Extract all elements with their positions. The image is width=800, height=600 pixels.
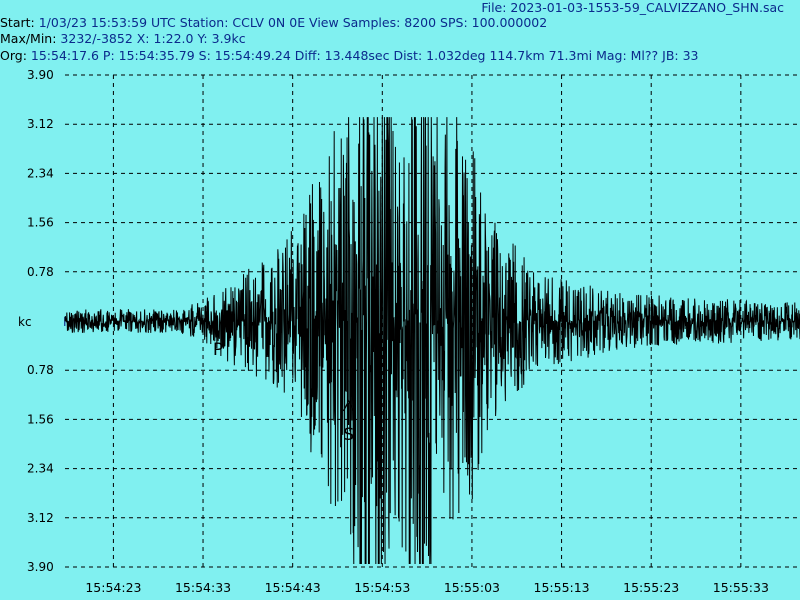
origin-info-line: Org: 15:54:17.6 P: 15:54:35.79 S: 15:54:… <box>0 48 699 64</box>
maxmin-info-value: 3232/-3852 X: 1:22.0 Y: 3.9kc <box>60 31 246 46</box>
pick-label: P <box>213 340 223 360</box>
x-tick-label: 15:55:13 <box>534 580 590 595</box>
origin-info-value: 15:54:17.6 P: 15:54:35.79 S: 15:54:49.24… <box>30 48 699 63</box>
y-tick-label: 1.56 <box>27 216 54 230</box>
y-tick-label: 2.34 <box>27 166 54 180</box>
org-prefix: Org: <box>0 48 31 63</box>
waveform-trace <box>64 117 800 564</box>
y-tick-label: 3.90 <box>27 560 54 574</box>
y-tick-label: 0.78 <box>27 363 54 377</box>
y-unit-label: kc <box>18 315 32 329</box>
y-tick-label: 3.90 <box>27 68 54 82</box>
x-tick-label: 15:55:23 <box>623 580 679 595</box>
maxmin-prefix: Max/Min: <box>0 31 61 46</box>
pick-label: S <box>343 425 354 445</box>
y-tick-label: 3.12 <box>27 511 54 525</box>
x-tick-label: 15:54:43 <box>265 580 321 595</box>
x-tick-label: 15:55:03 <box>444 580 500 595</box>
start-info-line: Start: 1/03/23 15:53:59 UTC Station: CCL… <box>0 15 547 31</box>
start-info-value: 1/03/23 15:53:59 UTC Station: CCLV 0N 0E… <box>38 15 548 30</box>
pick-marker <box>343 399 355 412</box>
maxmin-info-line: Max/Min: 3232/-3852 X: 1:22.0 Y: 3.9kc <box>0 31 246 47</box>
x-tick-label: 15:55:33 <box>713 580 769 595</box>
x-axis-ticks: 15:54:23 15:54:33 15:54:43 15:54:53 15:55:03… <box>85 580 769 595</box>
y-tick-label: 3.12 <box>27 117 54 131</box>
phase-picks: PS <box>213 340 355 445</box>
x-tick-label: 15:54:33 <box>175 580 231 595</box>
start-prefix: Start: <box>0 15 39 30</box>
y-tick-label: 0.78 <box>27 265 54 279</box>
y-tick-label: 2.34 <box>27 462 54 476</box>
x-tick-label: 15:54:23 <box>85 580 141 595</box>
y-axis-ticks: 3.90 3.12 2.34 1.56 0.78 0.78 1.56 2.34 3.12 3.90 <box>27 68 54 574</box>
x-tick-label: 15:54:53 <box>354 580 410 595</box>
file-name-label: File: 2023-01-03-1553-59_CALVIZZANO_SHN.… <box>481 0 784 15</box>
y-tick-label: 1.56 <box>27 412 54 426</box>
